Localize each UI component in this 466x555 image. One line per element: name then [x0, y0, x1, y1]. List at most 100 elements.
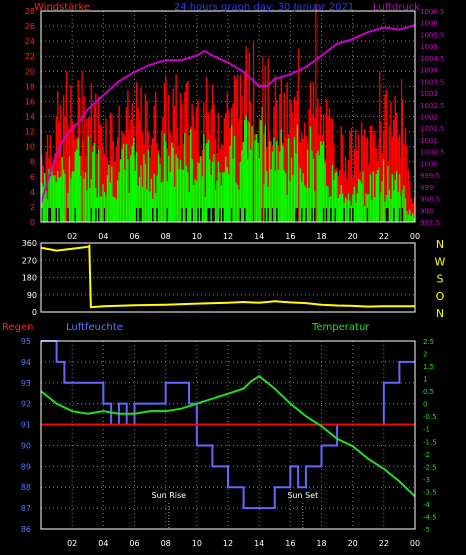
- time-tick-label: 02: [67, 539, 77, 548]
- wind-bar: [84, 172, 87, 222]
- wind-bar: [135, 152, 138, 222]
- gust-bar: [105, 118, 107, 222]
- wind-bar: [54, 175, 56, 222]
- pressure-tick-label: 1006.5: [420, 8, 445, 16]
- gust-bar: [118, 105, 120, 222]
- wind-bar: [103, 191, 106, 222]
- time-tick-label: 00: [410, 232, 420, 241]
- calm-bar: [295, 208, 297, 222]
- wind-bar: [146, 189, 148, 222]
- wind-bar: [409, 209, 411, 222]
- calm-bar: [387, 208, 389, 222]
- wind-bar: [76, 149, 78, 222]
- gust-bar: [127, 90, 129, 222]
- gust-bar: [149, 157, 151, 222]
- gust-bar: [144, 93, 147, 223]
- time-tick-label: 14: [254, 539, 264, 548]
- calm-bar: [352, 208, 354, 222]
- wind-bar: [92, 151, 94, 222]
- wind-bar: [181, 169, 183, 222]
- wind-bar: [49, 176, 52, 222]
- wind-tick-label: 24: [25, 37, 35, 46]
- wind-bar: [207, 139, 209, 222]
- gust-bar: [379, 121, 382, 222]
- wind-bar: [131, 145, 134, 222]
- gust-bar: [95, 93, 97, 222]
- wind-bar: [412, 213, 414, 222]
- wind-bar: [169, 171, 172, 222]
- wind-bar: [336, 171, 338, 222]
- wind-bar: [176, 157, 179, 222]
- wind-bar: [112, 196, 115, 222]
- calm-bar: [213, 208, 215, 222]
- gust-bar: [141, 131, 144, 222]
- wind-bar: [308, 188, 310, 222]
- gust-bar: [325, 99, 328, 222]
- sun-event-label: Sun Set: [287, 491, 318, 500]
- gust-bar: [226, 92, 228, 222]
- wind-bar: [302, 173, 304, 222]
- calm-bar: [267, 208, 269, 222]
- wind-bar: [382, 159, 385, 222]
- wind-bar: [312, 158, 315, 222]
- pressure-tick-label: 998: [420, 207, 433, 215]
- gust-spike: [262, 56, 264, 222]
- gust-bar: [312, 81, 315, 222]
- wind-bar: [73, 171, 75, 222]
- wind-bar: [109, 182, 112, 222]
- rain-axis-title: Regen: [2, 322, 34, 333]
- gust-bar: [112, 141, 115, 222]
- wind-bar: [365, 193, 367, 222]
- wind-tick-label: 12: [25, 128, 35, 137]
- gust-bar: [238, 118, 240, 222]
- wind-bar: [359, 180, 361, 222]
- gust-spike: [298, 48, 300, 222]
- wind-bar: [287, 138, 290, 222]
- gust-bar: [396, 112, 398, 222]
- gust-bar: [340, 126, 342, 222]
- gust-bar: [366, 137, 369, 222]
- wind-bar: [86, 189, 88, 222]
- humidity-tick-label: 90: [21, 441, 31, 450]
- time-tick-label: 02: [67, 232, 77, 241]
- wind-bar: [222, 172, 224, 222]
- wind-bar: [99, 196, 101, 222]
- gust-bar: [181, 104, 183, 222]
- wind-bar: [268, 141, 271, 222]
- calm-bar: [103, 208, 106, 222]
- calm-bar: [334, 208, 337, 222]
- humidity-tick-label: 91: [21, 421, 31, 430]
- wind-bar: [128, 192, 131, 222]
- wind-bar: [356, 193, 359, 222]
- wind-bar: [318, 155, 321, 222]
- calm-bar: [296, 208, 299, 222]
- wind-tick-label: 14: [25, 113, 35, 122]
- wind-bar: [160, 182, 163, 222]
- wind-bar: [211, 161, 214, 222]
- wind-bar: [154, 193, 157, 222]
- gust-bar: [175, 74, 177, 222]
- wind-bar: [173, 186, 176, 222]
- wind-bar: [292, 175, 294, 222]
- wind-bar: [68, 156, 71, 222]
- wind-bar: [162, 181, 164, 222]
- wind-bar: [118, 172, 120, 222]
- wind-bar: [406, 210, 408, 222]
- compass-label: N: [436, 307, 444, 320]
- gust-bar: [57, 90, 59, 222]
- wind-bar: [293, 137, 296, 222]
- gust-bar: [153, 105, 155, 222]
- panel1-frame: [40, 10, 416, 223]
- wind-bar: [83, 178, 85, 222]
- wind-bar: [172, 147, 174, 222]
- wind-bar: [42, 186, 44, 222]
- time-tick-label: 10: [192, 232, 202, 241]
- wind-bar: [305, 187, 307, 222]
- wind-bar: [203, 134, 205, 222]
- temperature-tick-label: -3: [423, 476, 430, 484]
- wind-bar: [153, 173, 155, 222]
- direction-tick-label: 0: [32, 308, 37, 317]
- calm-bar: [185, 208, 188, 222]
- temperature-tick-label: 1: [423, 376, 427, 384]
